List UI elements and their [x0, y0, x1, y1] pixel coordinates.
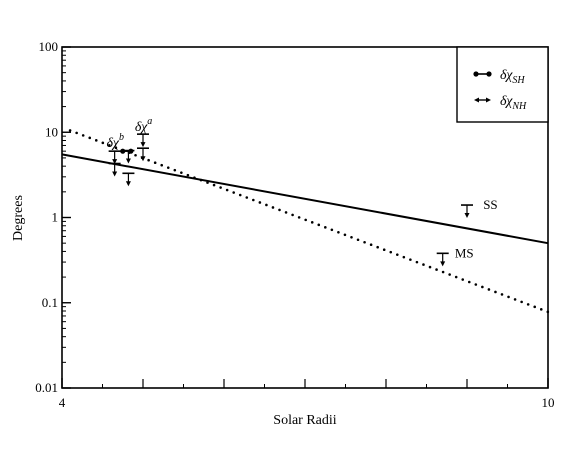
- upper-limit-arrowhead: [112, 159, 118, 165]
- legend: δχSH δχNH: [456, 46, 549, 123]
- y-axis-label: Degrees: [11, 195, 26, 241]
- legend-marker-sh-dot: [473, 71, 479, 77]
- y-tick-label: 100: [39, 39, 59, 54]
- upper-limit-arrowhead: [140, 156, 146, 162]
- legend-box: [456, 46, 549, 123]
- y-tick-label: 10: [45, 124, 58, 139]
- legend-marker-nh-arrowhead: [474, 97, 479, 103]
- legend-label: δχSH: [500, 68, 525, 86]
- x-tick-label: 10: [542, 395, 555, 410]
- annotation: δχa: [135, 116, 152, 135]
- dotted-line: [68, 129, 550, 314]
- upper-limit-arrowhead: [140, 142, 146, 148]
- annotation: δχb: [107, 132, 124, 151]
- series-layer: [61, 129, 550, 314]
- legend-label: δχNH: [500, 94, 527, 112]
- upper-limit-arrowhead: [464, 213, 470, 219]
- upper-limit-arrowhead: [112, 171, 118, 177]
- annotation: MS: [455, 245, 474, 260]
- upper-limit-arrowhead: [440, 261, 446, 267]
- y-tick-label: 0.01: [35, 380, 58, 395]
- legend-marker-sh-dot: [486, 71, 492, 77]
- y-axis: 0.01 0.1 1 10 100: [35, 39, 71, 395]
- annotation: SS: [483, 197, 497, 212]
- y-tick-label: 0.1: [42, 295, 58, 310]
- x-axis-label: Solar Radii: [273, 413, 336, 428]
- x-tick-label: 4: [59, 395, 66, 410]
- solid-line: [61, 153, 549, 245]
- y-tick-label: 1: [52, 210, 59, 225]
- upper-limit-arrowhead: [125, 158, 131, 164]
- legend-marker-nh-arrowhead: [486, 97, 491, 103]
- x-axis: 4 10: [59, 378, 555, 410]
- upper-limit-arrowhead: [125, 181, 131, 187]
